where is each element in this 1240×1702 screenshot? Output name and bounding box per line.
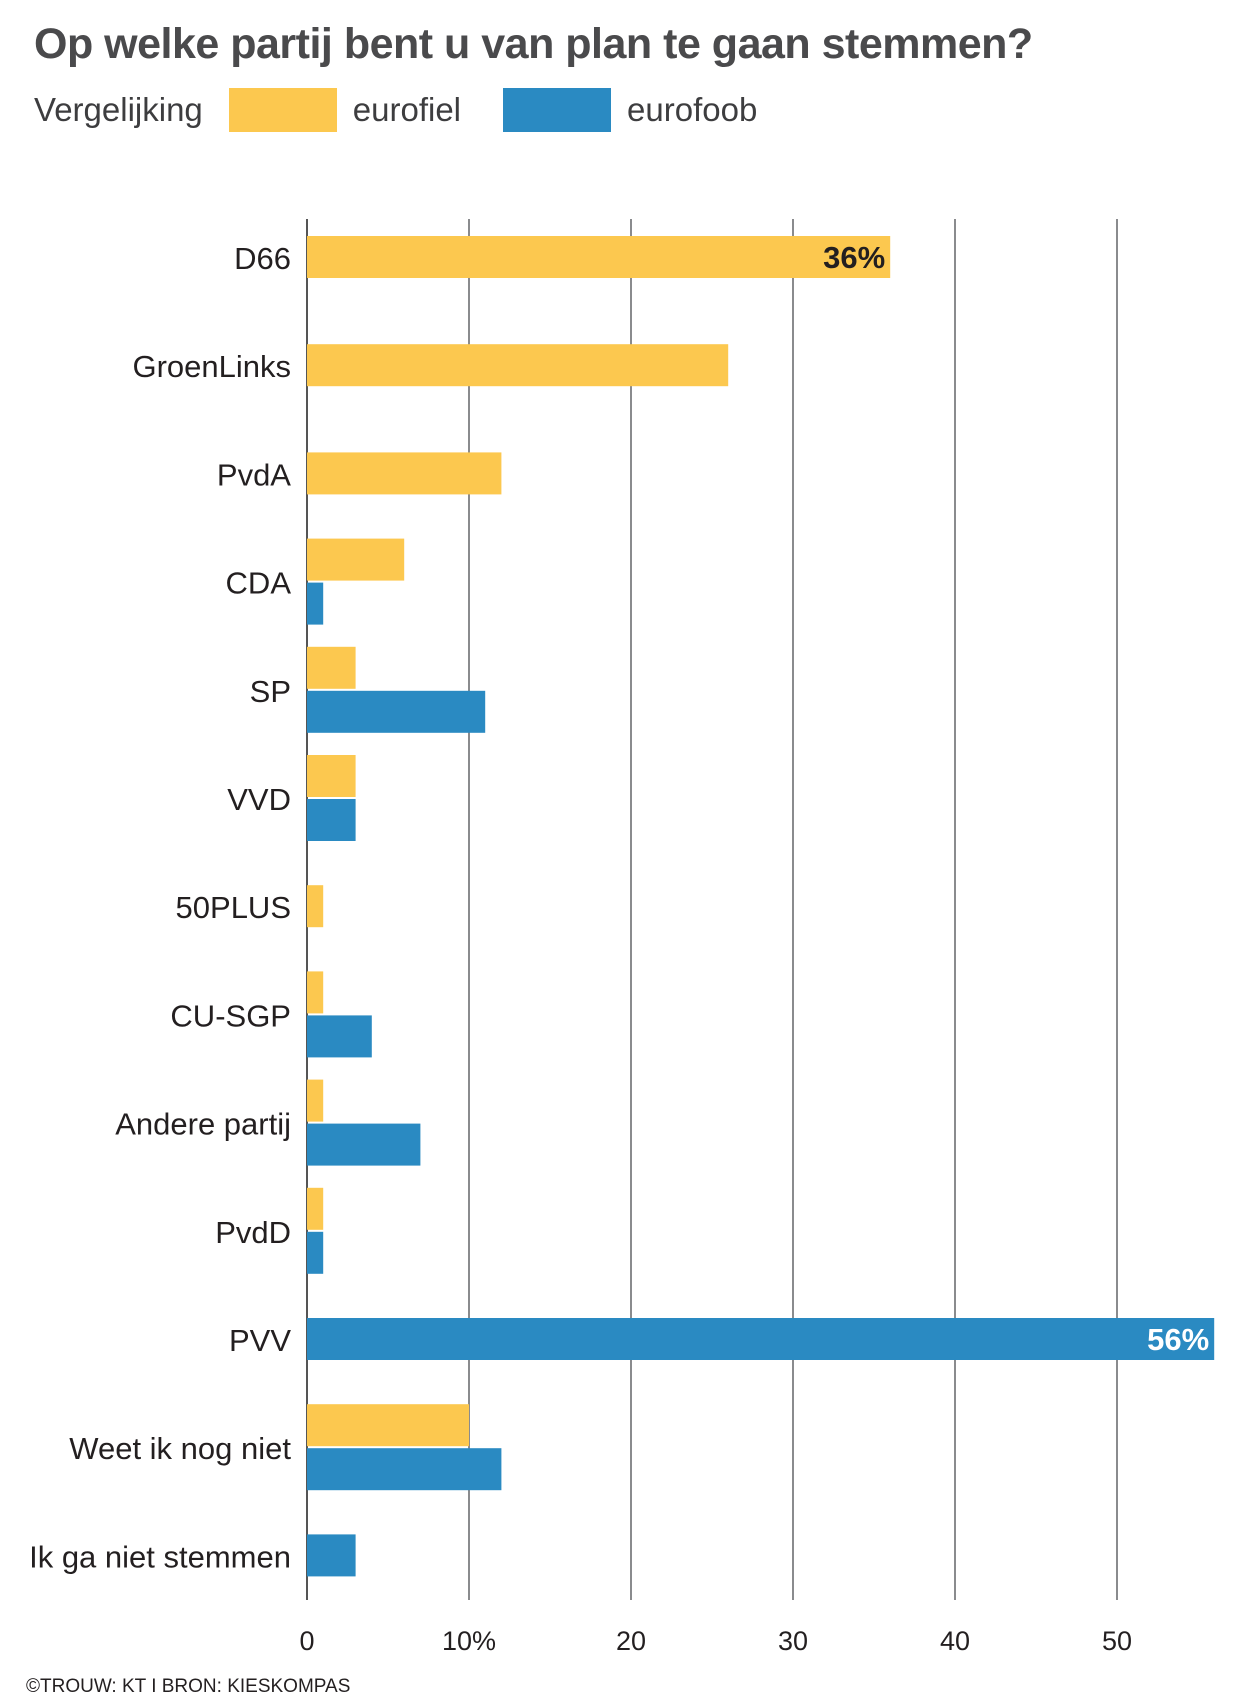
bar-eurofiel-vvd [307,755,356,797]
bar-eurofoob-vvd [307,799,356,841]
source-credit: ©TROUW: KT I BRON: KIESKOMPAS [26,1676,351,1697]
bar-eurofiel-50plus [307,885,324,928]
category-label-ik-ga-niet-stemmen: Ik ga niet stemmen [29,1539,291,1574]
x-tick-label-10: 10% [442,1626,496,1656]
bar-eurofiel-cda [307,538,405,581]
x-tick-label-50: 50 [1102,1626,1132,1656]
legend-label-eurofiel: eurofiel [352,91,462,128]
bar-eurofiel-groenlinks [307,344,729,387]
category-label-cda: CDA [226,566,292,601]
category-label-vvd: VVD [227,782,291,817]
category-label-sp: SP [250,674,291,709]
bar-eurofiel-weet-ik-nog-niet [307,1404,469,1447]
category-label-groenlinks: GroenLinks [132,349,291,384]
legend-label-eurofoob: eurofoob [627,91,758,128]
x-tick-label-0: 0 [299,1626,314,1656]
category-label-cu-sgp: CU-SGP [170,998,291,1033]
bar-eurofoob-cda [307,582,324,625]
bar-eurofiel-andere-partij [307,1079,324,1122]
bar-eurofiel-d66 [307,236,891,278]
category-label-50plus: 50PLUS [176,890,291,925]
bar-eurofiel-sp [307,646,356,689]
category-label-pvda: PvdA [217,457,291,492]
bar-eurofiel-pvdd [307,1187,324,1230]
category-label-andere-partij: Andere partij [115,1107,291,1142]
bar-eurofoob-pvdd [307,1231,324,1274]
category-label-pvdd: PvdD [215,1215,291,1250]
bar-eurofoob-ik-ga-niet-stemmen [307,1534,356,1577]
legend-title: Vergelijking [34,91,203,128]
data-label-pvv: 56% [1147,1322,1209,1357]
bar-eurofoob-sp [307,690,486,733]
category-label-d66: D66 [234,241,291,276]
data-label-d66: 36% [823,240,885,275]
x-tick-label-30: 30 [778,1626,808,1656]
x-tick-label-20: 20 [616,1626,646,1656]
x-tick-label-40: 40 [940,1626,970,1656]
bar-eurofiel-pvda [307,452,502,495]
legend: Vergelijking eurofiel eurofoob [34,88,799,132]
bar-eurofiel-cu-sgp [307,971,324,1014]
bar-eurofoob-andere-partij [307,1123,421,1166]
chart-title: Op welke partij bent u van plan te gaan … [34,20,1033,68]
category-label-pvv: PVV [229,1323,291,1358]
legend-swatch-eurofoob [503,88,612,132]
bar-eurofoob-weet-ik-nog-niet [307,1448,502,1491]
bar-eurofoob-pvv [307,1318,1215,1360]
legend-swatch-eurofiel [228,88,337,132]
bar-eurofoob-cu-sgp [307,1015,372,1058]
category-label-weet-ik-nog-niet: Weet ik nog niet [69,1431,291,1466]
